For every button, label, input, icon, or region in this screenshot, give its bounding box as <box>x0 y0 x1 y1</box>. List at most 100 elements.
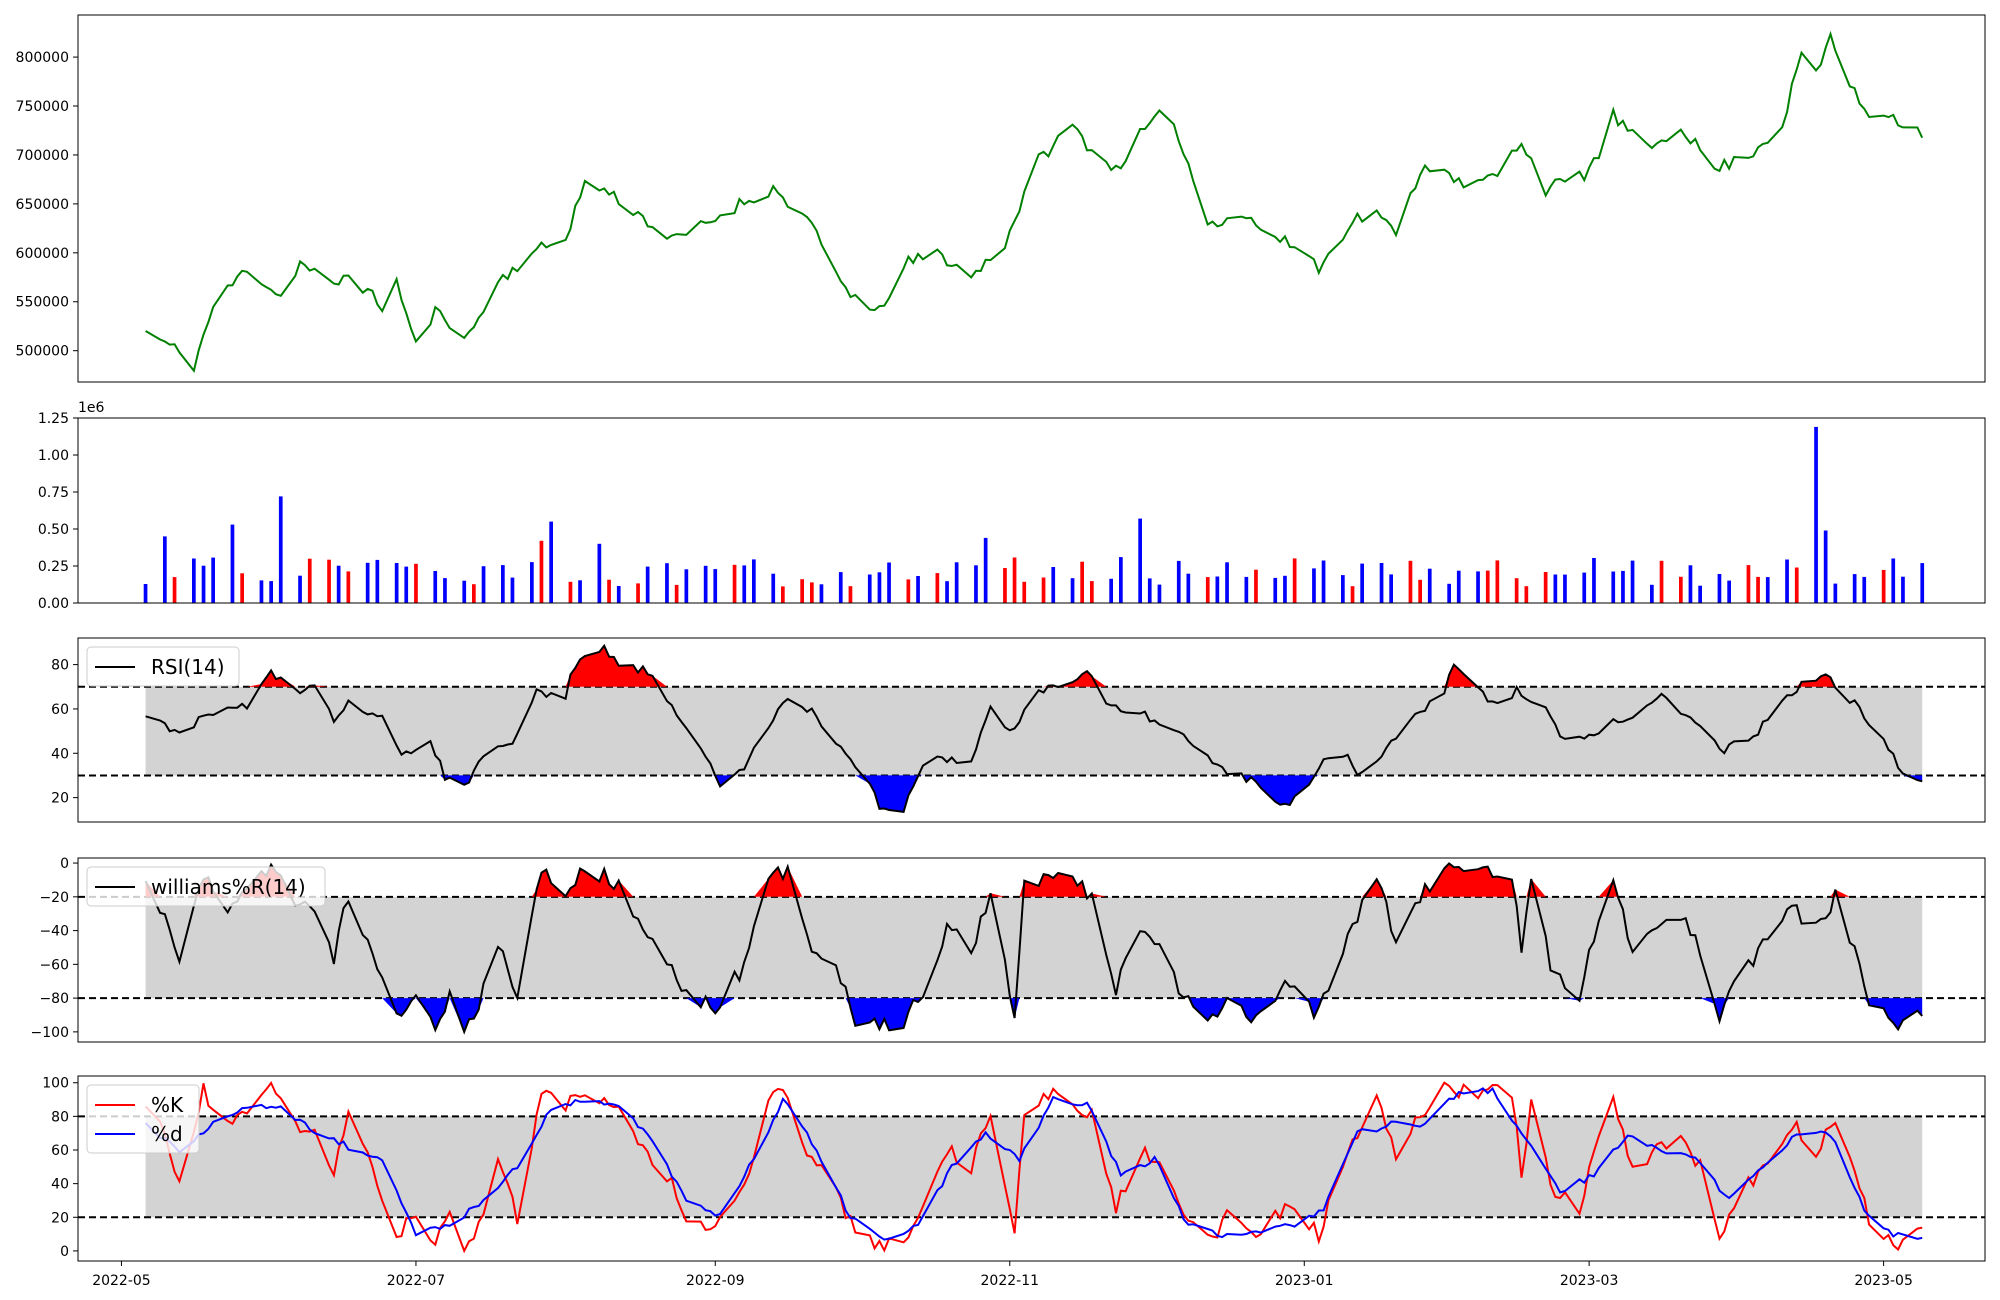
volume-bar <box>1012 557 1017 603</box>
volume-bar <box>298 575 302 603</box>
stochastic-ytick-label: 20 <box>51 1210 69 1226</box>
volume-bar <box>1447 583 1451 603</box>
volume-bar <box>1901 576 1905 603</box>
volume-bar <box>974 565 978 603</box>
williams-band <box>145 896 1923 999</box>
volume-bar <box>1418 579 1422 603</box>
volume-bar <box>935 573 940 603</box>
volume-bar <box>1495 560 1500 603</box>
volume-bar <box>674 584 679 603</box>
volume-bar <box>1727 580 1731 603</box>
volume-bar <box>1823 530 1828 603</box>
rsi-legend-box <box>86 646 240 687</box>
rsi-oversold-fill <box>145 775 1923 812</box>
williams-ytick-label: −20 <box>39 890 69 906</box>
volume-bar <box>1119 557 1123 603</box>
volume-bar <box>172 577 177 603</box>
rsi-overbought-fill <box>145 645 1923 687</box>
volume-bar <box>1592 558 1596 603</box>
volume-bar <box>259 580 264 603</box>
williams-oversold-fill <box>145 998 1923 1032</box>
volume-bar <box>1553 574 1558 603</box>
williams-legend-label: williams%R(14) <box>151 875 306 899</box>
volume-ytick-label: 1.25 <box>38 411 69 427</box>
xtick-label: 2023-01 <box>1275 1273 1334 1289</box>
williams-ytick-label: −60 <box>39 957 69 973</box>
volume-bar <box>1891 558 1896 603</box>
volume-bar <box>1147 578 1152 603</box>
volume-bar <box>1176 560 1181 603</box>
volume-plot <box>143 426 1925 603</box>
volume-bar <box>1717 574 1722 603</box>
volume-bar <box>732 564 737 603</box>
williams-frame <box>77 857 1986 1043</box>
volume-bar <box>1157 584 1162 603</box>
volume-bar <box>1650 584 1654 603</box>
volume-bar <box>1254 569 1258 603</box>
williams-line <box>144 862 1923 1035</box>
stochastic-panel: 0 20 40 60 80 100 %K %d <box>42 1075 1986 1262</box>
volume-bar <box>346 571 351 603</box>
rsi-ytick-label: 40 <box>51 746 69 762</box>
volume-bar <box>307 558 312 603</box>
volume-bar <box>1485 570 1490 603</box>
volume-bar <box>1312 568 1316 603</box>
volume-bar <box>1225 562 1229 603</box>
volume-bar <box>781 586 785 603</box>
volume-bar <box>1003 568 1007 603</box>
volume-bar <box>1881 569 1886 603</box>
rsi-legend-label: RSI(14) <box>151 655 225 679</box>
volume-bar <box>143 584 148 603</box>
volume-bar <box>1292 558 1297 603</box>
volume-bar <box>336 565 341 603</box>
volume-bar <box>1080 561 1084 603</box>
volume-bar <box>665 563 669 603</box>
stochastic-ytick-label: 60 <box>51 1143 69 1159</box>
rsi-frame <box>77 637 1986 823</box>
stochastic-frame <box>77 1075 1986 1262</box>
volume-panel: 0.00 0.25 0.50 0.75 1.00 1.25 1e6 <box>38 400 1986 612</box>
volume-bar <box>906 579 911 603</box>
price-ytick-label: 700000 <box>16 148 69 164</box>
volume-bar <box>510 577 515 603</box>
volume-bar <box>1283 575 1287 603</box>
volume-bar <box>1785 559 1789 603</box>
volume-bar <box>327 559 331 603</box>
volume-bar <box>1051 567 1056 603</box>
volume-bar <box>1756 576 1760 603</box>
volume-bar <box>443 578 447 603</box>
volume-bar <box>1543 572 1548 603</box>
volume-bar <box>1389 574 1393 603</box>
volume-frame <box>77 417 1986 604</box>
price-ytick-label: 600000 <box>16 246 69 262</box>
volume-bar <box>1814 426 1818 603</box>
williams-overbought-fill <box>145 863 1923 897</box>
williams-ytick-label: 0 <box>60 856 69 872</box>
volume-bar <box>636 583 640 603</box>
volume-bar <box>703 565 708 603</box>
volume-bar <box>568 581 573 603</box>
volume-bar <box>1427 568 1432 603</box>
volume-bar <box>462 580 467 603</box>
volume-bar <box>800 579 804 603</box>
xtick-label: 2022-07 <box>387 1273 446 1289</box>
volume-bar <box>1022 581 1027 603</box>
stochastic-ytick-label: 40 <box>51 1177 69 1193</box>
williams-ytick-label: −40 <box>39 924 69 940</box>
volume-bar <box>954 562 959 603</box>
volume-bar <box>1273 577 1278 603</box>
volume-bar <box>1341 575 1345 603</box>
volume-bar <box>867 574 872 603</box>
volume-bar <box>819 584 824 603</box>
price-ytick-label: 750000 <box>16 99 69 115</box>
volume-bar <box>472 584 476 603</box>
volume-bar <box>539 540 544 603</box>
price-plot <box>145 30 1924 373</box>
volume-ytick-label: 0.75 <box>38 485 69 501</box>
stochastic-legend-label: %K <box>151 1093 184 1117</box>
stochastic-plot <box>78 1080 1985 1254</box>
volume-bar <box>1698 585 1702 603</box>
price-frame <box>77 14 1986 383</box>
volume-bar <box>163 536 167 603</box>
rsi-band <box>145 686 1923 776</box>
